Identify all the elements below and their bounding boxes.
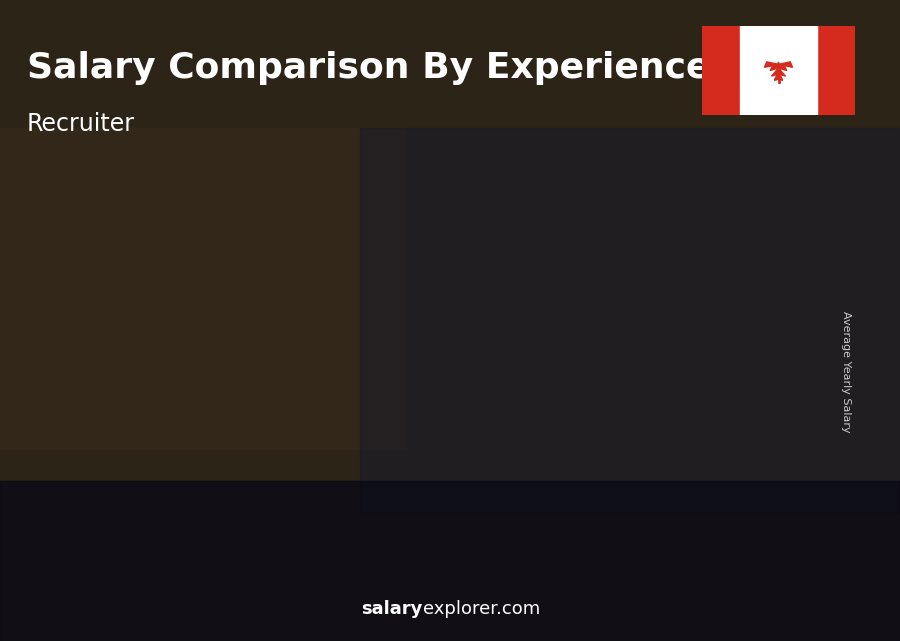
Text: 5 to 10: 5 to 10	[336, 591, 407, 609]
Bar	[531, 297, 541, 564]
FancyArrowPatch shape	[248, 336, 359, 400]
Text: +38%: +38%	[127, 313, 203, 337]
Text: explorer.com: explorer.com	[423, 600, 540, 618]
Bar	[662, 281, 671, 564]
Text: 92,100 CAD: 92,100 CAD	[189, 391, 280, 406]
Bar	[0, 481, 900, 641]
Bar	[202, 410, 270, 564]
Bar	[740, 26, 817, 115]
Bar	[724, 256, 792, 260]
Bar	[71, 453, 140, 454]
Bar	[0, 128, 405, 449]
Bar	[332, 345, 400, 347]
Bar	[463, 297, 531, 300]
Text: 10 to 15: 10 to 15	[460, 591, 544, 609]
Text: 184,000 CAD: 184,000 CAD	[706, 238, 806, 253]
Text: Salary Comparison By Experience: Salary Comparison By Experience	[27, 51, 710, 85]
Bar	[593, 281, 662, 285]
Text: < 2 Years: < 2 Years	[63, 591, 158, 609]
Text: 131,000 CAD: 131,000 CAD	[314, 326, 415, 341]
Text: Average Yearly Salary: Average Yearly Salary	[841, 311, 851, 433]
Bar	[817, 26, 855, 115]
Bar	[702, 26, 740, 115]
Bar	[400, 345, 410, 564]
Bar	[202, 410, 270, 412]
Polygon shape	[764, 62, 793, 80]
Bar	[593, 281, 662, 564]
Text: +42%: +42%	[257, 248, 334, 272]
FancyArrowPatch shape	[380, 286, 490, 335]
Bar	[332, 345, 400, 564]
Text: +22%: +22%	[388, 217, 464, 241]
Bar	[792, 256, 802, 564]
Bar	[140, 453, 149, 564]
Text: 15 to 20: 15 to 20	[590, 591, 674, 609]
Bar	[270, 410, 280, 564]
FancyArrowPatch shape	[510, 262, 621, 287]
Text: Recruiter: Recruiter	[27, 112, 135, 135]
FancyBboxPatch shape	[699, 23, 858, 118]
FancyArrowPatch shape	[119, 399, 229, 442]
Text: 169,000 CAD: 169,000 CAD	[575, 263, 676, 278]
Text: +6%: +6%	[529, 198, 590, 222]
Text: 2 to 5: 2 to 5	[212, 591, 270, 609]
Text: 20+ Years: 20+ Years	[712, 591, 814, 609]
Bar	[724, 256, 792, 564]
Text: 66,800 CAD: 66,800 CAD	[58, 433, 149, 449]
Text: 160,000 CAD: 160,000 CAD	[445, 278, 545, 293]
FancyArrowPatch shape	[641, 241, 751, 272]
Text: +9%: +9%	[661, 179, 721, 203]
Text: salary: salary	[362, 600, 423, 618]
Bar	[71, 453, 140, 564]
Bar	[360, 128, 900, 513]
Bar	[463, 297, 531, 564]
